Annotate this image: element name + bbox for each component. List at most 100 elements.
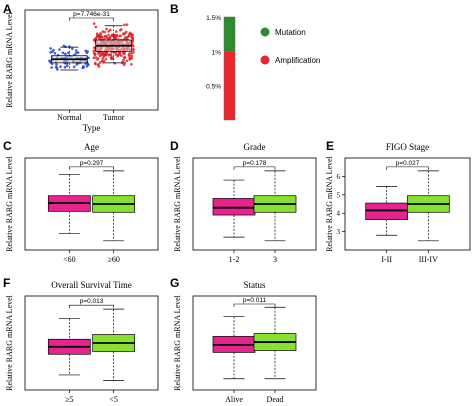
data-point [123,23,126,27]
data-point [53,52,57,55]
panel-e-ytick-label: 4 [337,210,341,218]
panel-g-pvalue-bracket [233,303,276,307]
data-point [51,50,54,53]
panel-e-ytick-label: 6 [337,173,341,181]
panel-b-legend-label-mutation: Mutation [275,28,306,37]
data-point [99,32,102,36]
panel-g-xtick-label: Alive [225,395,243,404]
panel-d-pvalue-label: p=0.178 [243,160,267,167]
panel-label-c: C [3,139,12,153]
panel-label-a: A [3,2,12,16]
data-point [128,52,131,55]
panel-e-pvalue-label: p=0.027 [396,160,420,167]
data-point [92,56,96,59]
panel-a-xtick-label: Tumor [103,113,125,122]
data-point [55,65,58,69]
data-point [92,22,96,25]
data-point [65,64,69,68]
panel-g-ylabel: Relative RARG mRNA Level [173,294,182,391]
data-point [81,66,85,70]
data-point [114,36,117,40]
panel-g-plot-frame [192,295,317,391]
data-point [49,47,52,50]
data-point [115,30,118,33]
panel-d-pvalue-bracket [233,166,276,170]
data-point [97,52,100,55]
panel-label-b: B [170,2,179,16]
data-point [59,65,62,68]
data-point [103,52,106,56]
panel-a-pvalue-label: p=7.746e-31 [73,11,110,18]
panel-a-xtick-label: Normal [57,113,82,122]
panel-e-ylabel: Relative RARG mRNA Level [325,155,334,252]
panel-e-plot-frame [344,157,471,251]
data-point [109,28,112,32]
data-point [55,63,58,66]
data-point [50,66,53,69]
data-point [56,68,59,71]
data-point [97,65,101,68]
panel-f-title: Overall Survival Time [51,280,132,290]
panel-c-ylabel: Relative RARG mRNA Level [5,155,14,252]
panel-e-ytick-label: 5 [337,191,341,199]
data-point [75,49,78,52]
panel-a-xlabel: Type [83,123,101,133]
data-point [87,56,90,60]
data-point [132,44,135,48]
panel-f-plot-frame [24,295,159,391]
data-point [108,36,111,39]
data-point [95,35,99,38]
panel-label-d: D [170,139,179,153]
data-point [122,32,125,35]
panel-d-plot-frame [192,157,317,251]
data-point [74,51,78,55]
panel-g-title: Status [243,280,266,290]
panel-a-pvalue-bracket [69,17,114,21]
panel-label-f: F [3,276,11,290]
panel-d-xtick-label: 1-2 [229,255,240,264]
data-point [114,53,118,56]
data-point [94,62,97,66]
data-point [104,34,107,38]
panel-c-pvalue-label: p=0.297 [80,160,104,167]
data-point [130,33,134,37]
panel-e-box-1 [365,202,409,220]
panel-d-box-1 [212,198,256,216]
data-point [102,61,105,64]
data-point [92,49,96,53]
panel-c-plot-frame [24,157,159,251]
data-point [98,54,102,57]
data-point [118,29,122,32]
data-point [94,56,98,59]
panel-b-legend-swatch-amplification [260,55,270,65]
panel-e-ytick-label: 3 [337,228,341,236]
panel-e-xtick-label: III-IV [419,255,438,264]
data-point [58,48,61,51]
data-point [122,56,126,59]
panel-label-g: G [170,276,180,290]
data-point [109,56,113,59]
data-point [101,57,105,60]
data-point [130,52,134,55]
data-point [94,25,98,29]
panel-c-title: Age [84,142,99,152]
panel-b-legend-swatch-mutation [260,27,270,37]
panel-e-xtick-label: I-II [381,255,392,264]
data-point [99,34,103,38]
panel-f-pvalue-label: p=0.013 [80,298,104,305]
data-point [118,51,121,54]
data-point [85,64,89,68]
data-point [125,37,128,40]
panel-b-ytick-label: 0.5% [206,84,221,91]
data-point [110,34,114,37]
panel-d-xtick-label: 3 [273,255,277,264]
data-point [71,47,74,51]
panel-b-bar-mutation [224,17,235,52]
data-point [93,52,97,56]
panel-f-ylabel: Relative RARG mRNA Level [5,294,14,391]
panel-d-ylabel: Relative RARG mRNA Level [173,155,182,252]
panel-d-title: Grade [244,142,266,152]
data-point [63,65,67,69]
data-point [104,57,108,61]
